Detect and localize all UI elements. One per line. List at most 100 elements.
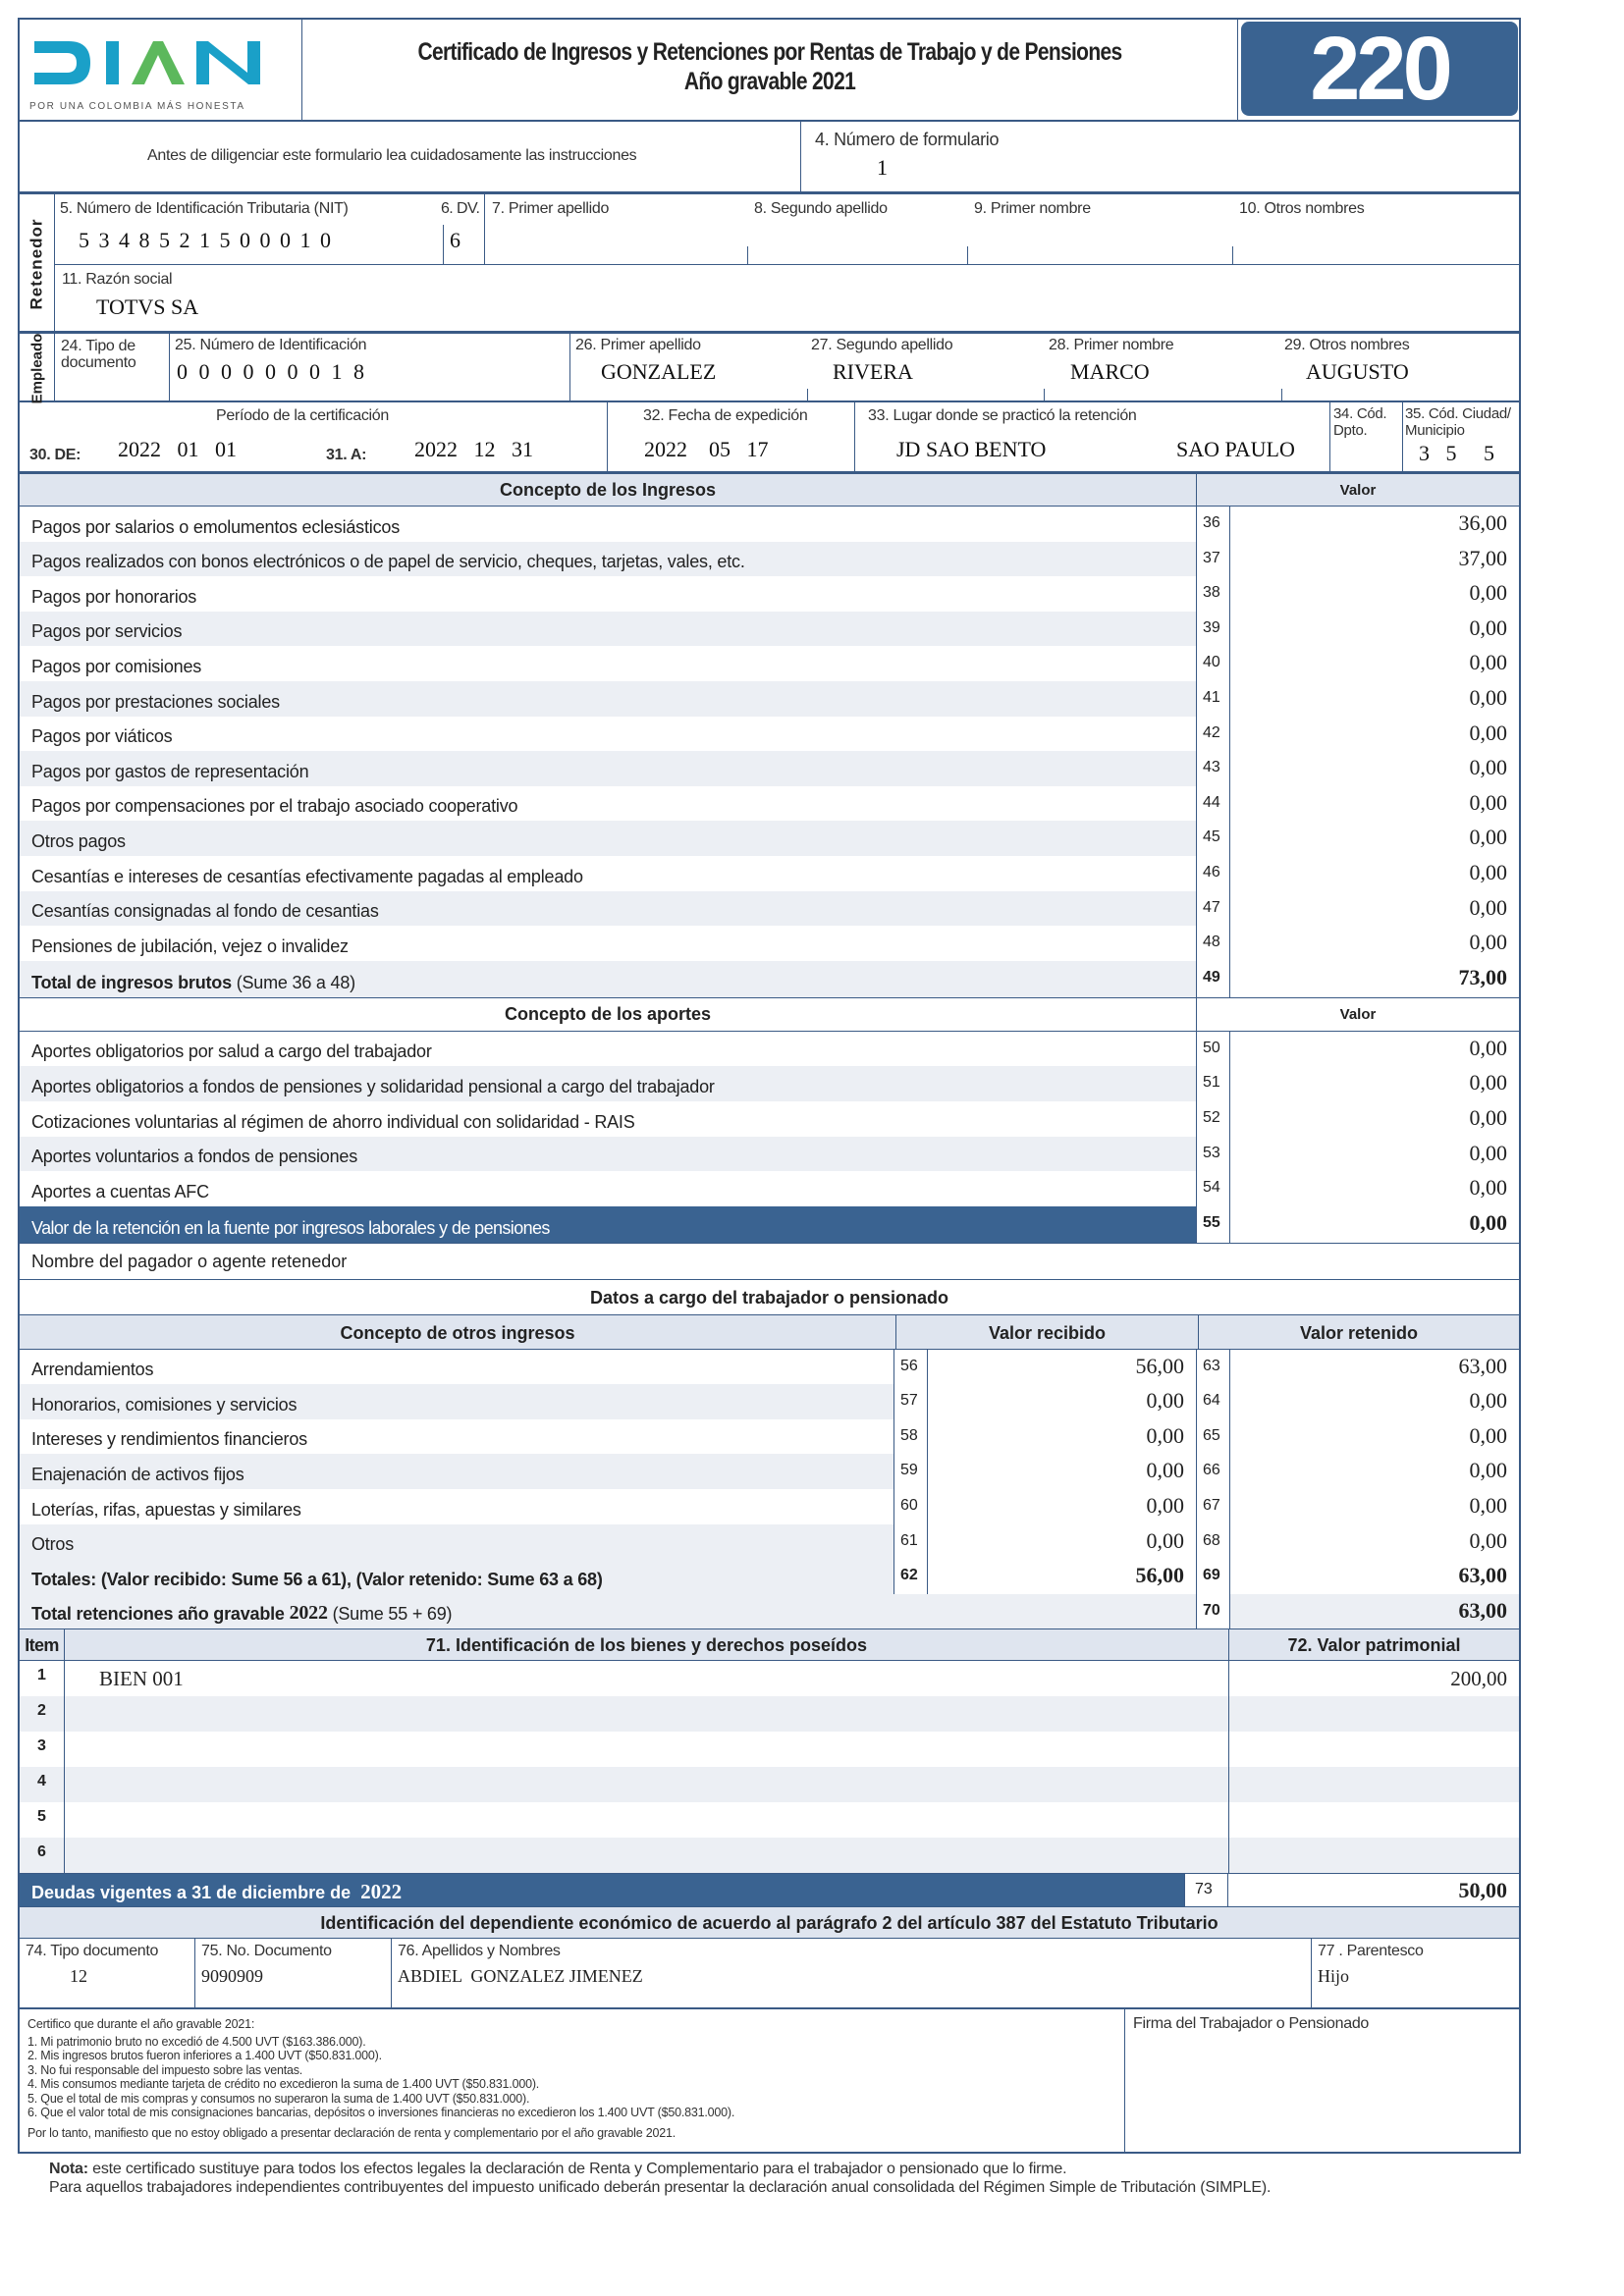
certifico-item: 1. Mi patrimonio bruto no excedió de 4.5… xyxy=(27,2034,366,2049)
field-value[interactable]: 0,00 xyxy=(1230,926,1519,961)
valor-recibido[interactable]: 0,00 xyxy=(928,1454,1196,1490)
f6-dv-value[interactable]: 6 xyxy=(450,228,460,252)
f7-label: 7. Primer apellido xyxy=(492,200,610,217)
bien-row: 6 xyxy=(20,1838,1519,1874)
aporte-row: Aportes obligatorios a fondos de pension… xyxy=(20,1066,1519,1101)
field-value[interactable]: 0,00 xyxy=(1230,1100,1519,1137)
ingresos-valor-header: Valor xyxy=(1196,474,1519,506)
bien-description[interactable] xyxy=(64,1802,1228,1839)
valor-retenido[interactable]: 0,00 xyxy=(1230,1454,1519,1490)
field-code: 61 xyxy=(893,1523,928,1560)
nota-line2: Para aquellos trabajadores independiente… xyxy=(49,2179,1272,2196)
f77-value[interactable]: Hijo xyxy=(1318,1966,1350,1987)
valor-retenido[interactable]: 63,00 xyxy=(1230,1349,1519,1385)
totales-row: Totales: (Valor recibido: Sume 56 a 61),… xyxy=(20,1559,1519,1594)
field-value[interactable]: 0,00 xyxy=(1230,576,1519,612)
field-value[interactable]: 0,00 xyxy=(1230,716,1519,752)
valor-recibido[interactable]: 0,00 xyxy=(928,1523,1196,1560)
field-value[interactable]: 0,00 xyxy=(1230,680,1519,717)
bien-description[interactable] xyxy=(64,1732,1228,1768)
valor-recibido[interactable]: 56,00 xyxy=(928,1349,1196,1385)
concept-label: Cotizaciones voluntarias al régimen de a… xyxy=(31,1111,635,1132)
bien-description[interactable]: BIEN 001 xyxy=(64,1661,1228,1697)
deudas-value[interactable]: 50,00 xyxy=(1458,1878,1508,1903)
field-value[interactable]: 0,00 xyxy=(1230,1031,1519,1067)
field-value[interactable]: 0,00 xyxy=(1230,785,1519,822)
bien-description[interactable] xyxy=(64,1696,1228,1733)
ingreso-row: Pagos por compensaciones por el trabajo … xyxy=(20,785,1519,822)
field-value[interactable]: 0,00 xyxy=(1230,855,1519,891)
f25-value[interactable]: 0 0 0 0 0 0 0 1 8 xyxy=(177,359,367,384)
f35-value[interactable]: 3 5 5 xyxy=(1419,441,1494,465)
f74-value[interactable]: 12 xyxy=(70,1966,87,1987)
f30-value[interactable]: 2022 01 01 xyxy=(118,437,237,461)
field-code: 69 xyxy=(1196,1559,1230,1594)
f5-nit-value[interactable]: 5 3 4 8 5 2 1 5 0 0 0 1 0 xyxy=(79,228,333,252)
bien-row: 3 xyxy=(20,1732,1519,1768)
f28-value[interactable]: MARCO xyxy=(1070,359,1150,384)
field-code: 45 xyxy=(1196,821,1230,856)
totales-recibido-value[interactable]: 56,00 xyxy=(928,1559,1196,1594)
concept-label: Cesantías consignadas al fondo de cesant… xyxy=(31,901,379,922)
f26-value[interactable]: GONZALEZ xyxy=(601,359,717,384)
field-value[interactable]: 37,00 xyxy=(1230,541,1519,577)
f33-city-value[interactable]: SAO PAULO xyxy=(1176,437,1295,461)
f76-value[interactable]: ABDIEL GONZALEZ JIMENEZ xyxy=(398,1966,643,1987)
ingreso-row: Pagos por gastos de representación 43 0,00 xyxy=(20,751,1519,786)
valor-recibido[interactable]: 0,00 xyxy=(928,1418,1196,1455)
valor-patrimonial[interactable] xyxy=(1228,1732,1519,1768)
f33-value[interactable]: JD SAO BENTO xyxy=(896,437,1047,461)
valor-retenido[interactable]: 0,00 xyxy=(1230,1489,1519,1524)
concept-label: Aportes obligatorios a fondos de pension… xyxy=(31,1076,715,1096)
f75-label: 75. No. Documento xyxy=(201,1943,332,1960)
aportes-header: Concepto de los aportes xyxy=(20,997,1196,1031)
ingreso-row: Pagos por viáticos 42 0,00 xyxy=(20,716,1519,752)
valor-patrimonial[interactable] xyxy=(1228,1767,1519,1803)
f29-value[interactable]: AUGUSTO xyxy=(1306,359,1409,384)
f31-value[interactable]: 2022 12 31 xyxy=(414,437,533,461)
field-value[interactable]: 36,00 xyxy=(1230,507,1519,542)
valor-retenido[interactable]: 0,00 xyxy=(1230,1384,1519,1419)
field-value[interactable]: 0,00 xyxy=(1230,1066,1519,1101)
field-value[interactable]: 0,00 xyxy=(1230,1136,1519,1172)
valor-retenido[interactable]: 0,00 xyxy=(1230,1523,1519,1560)
field-code: 60 xyxy=(893,1489,928,1524)
datos-trabajador-header: Datos a cargo del trabajador o pensionad… xyxy=(20,1278,1519,1314)
bien-description[interactable] xyxy=(64,1767,1228,1803)
valor-patrimonial[interactable] xyxy=(1228,1802,1519,1839)
concept-label: Pagos por viáticos xyxy=(31,726,173,747)
total-retenciones-label: Total retenciones año gravable xyxy=(31,1604,285,1625)
f75-value[interactable]: 9090909 xyxy=(201,1966,263,1987)
field-code: 55 xyxy=(1196,1205,1230,1243)
total-retenciones-note: (Sume 55 + 69) xyxy=(332,1604,453,1625)
valor-patrimonial[interactable] xyxy=(1228,1696,1519,1733)
concept-label: Otros xyxy=(31,1534,75,1555)
valor-recibido[interactable]: 0,00 xyxy=(928,1384,1196,1419)
total-ingresos-value[interactable]: 73,00 xyxy=(1230,960,1519,997)
f4-value[interactable]: 1 xyxy=(877,155,888,180)
f32-value[interactable]: 2022 05 17 xyxy=(644,437,769,461)
field-value[interactable]: 0,00 xyxy=(1230,1171,1519,1206)
field-value[interactable]: 0,00 xyxy=(1230,821,1519,856)
bien-description[interactable] xyxy=(64,1838,1228,1874)
f74-label: 74. Tipo documento xyxy=(26,1943,159,1960)
valor-recibido[interactable]: 0,00 xyxy=(928,1489,1196,1524)
field-code: 44 xyxy=(1196,785,1230,822)
totales-retenido-value[interactable]: 63,00 xyxy=(1230,1559,1519,1594)
retencion-value[interactable]: 0,00 xyxy=(1230,1205,1519,1243)
field-value[interactable]: 0,00 xyxy=(1230,890,1519,927)
f11-razon-social-value[interactable]: TOTVS SA xyxy=(96,294,199,319)
field-value[interactable]: 0,00 xyxy=(1230,611,1519,647)
form-title: Certificado de Ingresos y Retenciones po… xyxy=(417,38,1122,66)
empleado-label: Empleado xyxy=(28,333,45,403)
field-value[interactable]: 0,00 xyxy=(1230,751,1519,786)
firma-box[interactable]: Firma del Trabajador o Pensionado xyxy=(1124,2009,1519,2153)
valor-retenido[interactable]: 0,00 xyxy=(1230,1418,1519,1455)
f27-value[interactable]: RIVERA xyxy=(833,359,913,384)
valor-patrimonial[interactable] xyxy=(1228,1838,1519,1874)
total-retenciones-value[interactable]: 63,00 xyxy=(1230,1593,1519,1629)
valor-patrimonial[interactable]: 200,00 xyxy=(1228,1661,1519,1697)
field-code: 52 xyxy=(1196,1100,1230,1137)
field-value[interactable]: 0,00 xyxy=(1230,646,1519,681)
otros-recibido-header: Valor recibido xyxy=(895,1314,1198,1349)
